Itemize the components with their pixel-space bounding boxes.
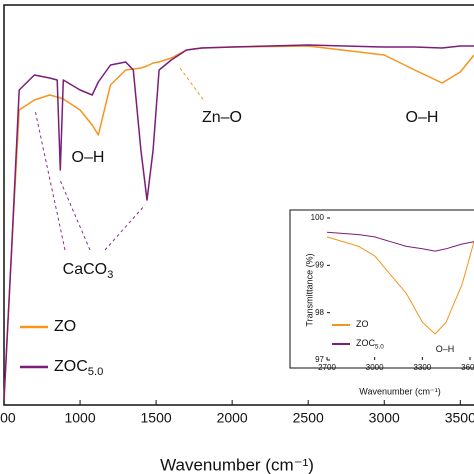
legend-label-text: ZOC — [356, 338, 375, 348]
annotation-sub: 3 — [107, 269, 113, 281]
legend-label-text: ZOC — [54, 358, 88, 375]
y-tick-label: 100 — [311, 213, 325, 222]
x-tick-label: 3600 — [461, 363, 474, 372]
x-tick-label: 3300 — [413, 363, 431, 372]
x-tick-label: 3500 — [445, 410, 474, 426]
annotation-text: Zn–O — [202, 109, 242, 126]
y-tick-label: 97 — [315, 355, 324, 364]
annotation-leader — [179, 67, 206, 103]
inset-frame — [289, 209, 474, 369]
legend-label-text: ZO — [356, 319, 369, 329]
x-tick-label: 1500 — [141, 410, 172, 426]
x-tick-label: 3000 — [366, 363, 384, 372]
legend-label-text: ZO — [54, 318, 76, 335]
plot-frame — [3, 4, 474, 406]
y-tick-label: 99 — [315, 260, 324, 269]
legend-label-sub: 5.0 — [88, 366, 104, 378]
annotation: O–H — [72, 149, 105, 166]
y-tick-label: 98 — [315, 308, 324, 317]
annotation-leaders — [34, 109, 146, 251]
inset-x-label: Wavenumber (cm⁻¹) — [359, 386, 440, 396]
series-line — [3, 45, 474, 401]
annotation-text: O–H — [72, 149, 105, 166]
legend-label: ZOC5.0 — [54, 358, 103, 378]
annotation: O–H — [406, 109, 439, 126]
x-tick-label: 500 — [0, 410, 16, 426]
annotation: O–H — [436, 344, 455, 354]
legend-label: ZOC5.0 — [356, 338, 384, 350]
legend-label: ZO — [54, 318, 76, 335]
annotation-text: O–H — [436, 344, 455, 354]
x-axis-label: Wavenumber (cm⁻¹) — [160, 455, 314, 474]
annotation-text: CaCO — [63, 261, 107, 278]
series-line — [326, 231, 474, 252]
x-tick-label: 3000 — [369, 410, 400, 426]
x-tick-label: 2700 — [318, 363, 336, 372]
annotation: CaCO3 — [63, 261, 114, 281]
series-line — [326, 236, 474, 335]
legend-label-sub: 5.0 — [375, 343, 384, 350]
inset-y-label: Transmittance (%) — [304, 253, 314, 326]
x-tick-label: 2000 — [217, 410, 248, 426]
series-line — [3, 44, 474, 401]
x-tick-label: 1000 — [64, 410, 95, 426]
annotation: Zn–O — [202, 109, 242, 126]
legend-label: ZO — [356, 319, 369, 329]
x-tick-label: 2500 — [293, 410, 324, 426]
annotation-text: O–H — [406, 109, 439, 126]
